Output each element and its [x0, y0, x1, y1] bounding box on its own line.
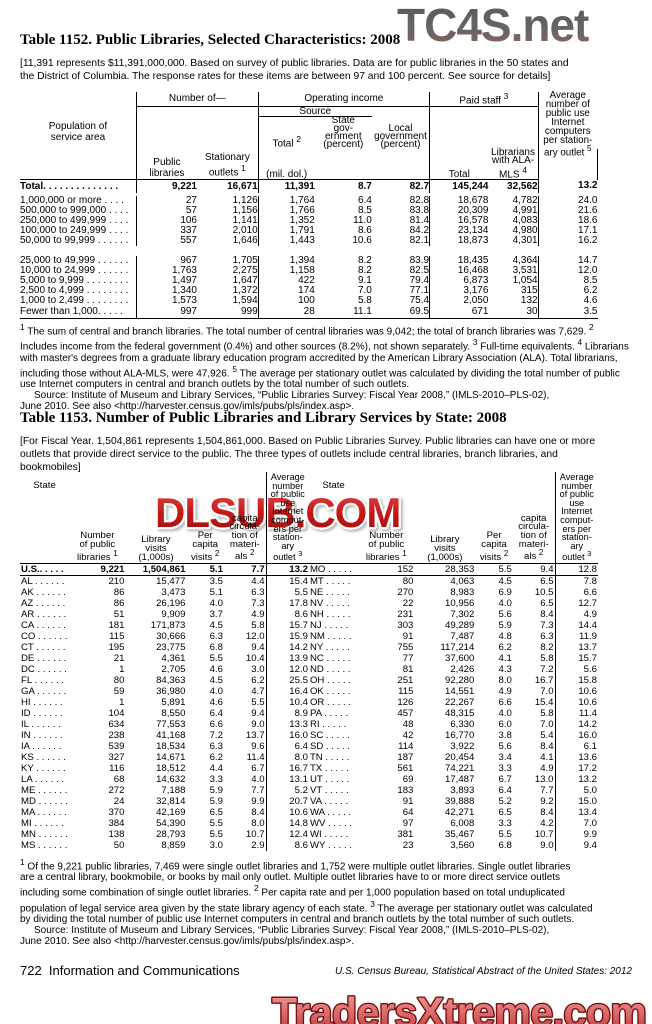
svg-text:TradersXtreme.com: TradersXtreme.com: [272, 989, 646, 1024]
svg-text:TC4S.net: TC4S.net: [397, 0, 589, 51]
